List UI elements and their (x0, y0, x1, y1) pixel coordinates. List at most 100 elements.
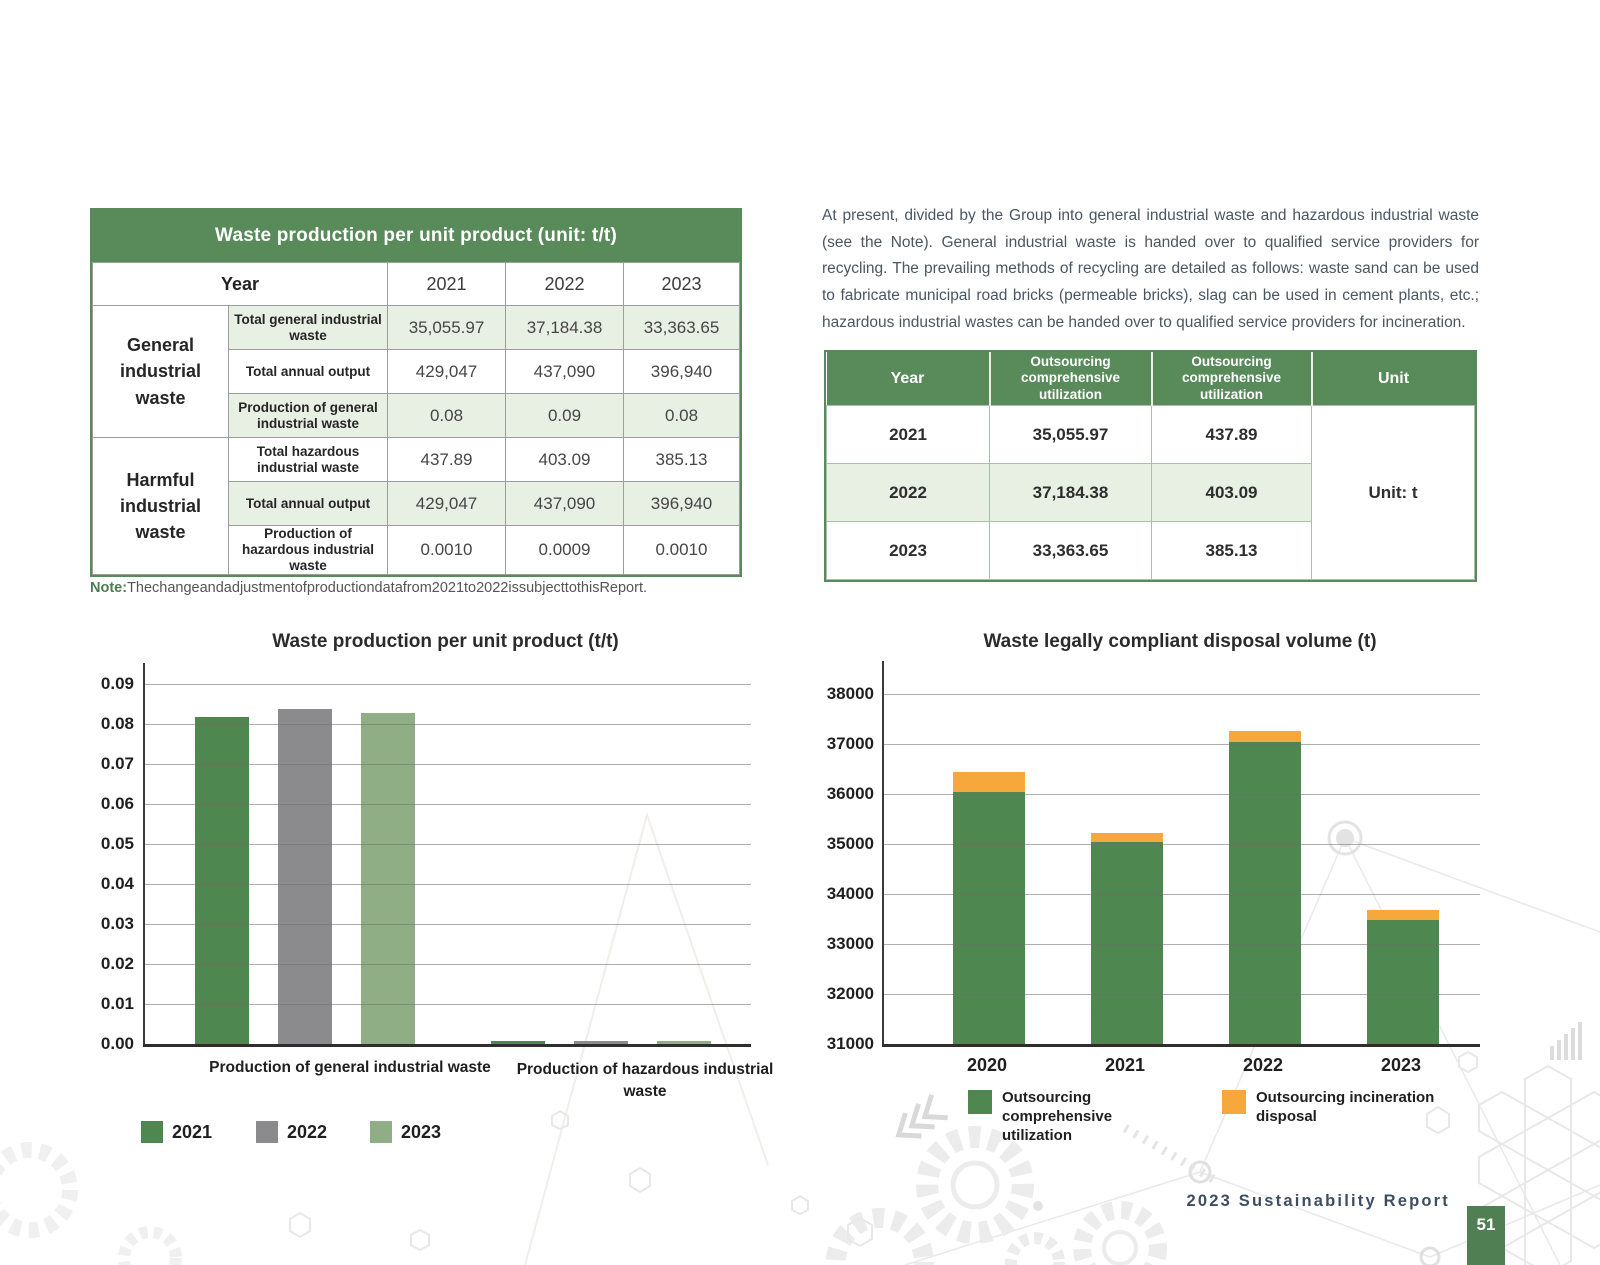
disposal-header-cell: Year (826, 352, 990, 406)
legend-item-utilization: Outsourcing comprehensive utilization (968, 1089, 1198, 1145)
row-label-cell: Production of hazardous industrial waste (227, 525, 389, 575)
row-label-cell: Total general industrial waste (227, 305, 389, 350)
gridline (145, 884, 751, 885)
disposal-incineration-cell: 403.09 (1151, 463, 1312, 522)
table-row: Total annual output 429,047 437,090 396,940 (93, 349, 740, 394)
y-tick-label: 0.07 (100, 754, 134, 773)
stacked-bar-2020 (953, 772, 1025, 1045)
hexagon-pattern (289, 1050, 1600, 1265)
table-row: 2021 35,055.97 437.89 Unit: t (826, 405, 1475, 580)
gridline (145, 844, 751, 845)
table-row: Production of hazardous industrial waste… (93, 525, 740, 575)
gridline (884, 894, 1480, 895)
disposal-header-cell: Outsourcing comprehensive utilization (1150, 352, 1312, 406)
row-label-cell: Total annual output (227, 349, 389, 394)
legend-item-2022: 2022 (256, 1121, 327, 1143)
bar-incineration-2020 (953, 772, 1025, 792)
y-tick-label: 0.04 (100, 874, 134, 893)
year-cell-2023: 2023 (623, 262, 740, 306)
bar-incineration-2021 (1091, 833, 1163, 842)
footer-report-title: 2023 Sustainability Report (1186, 1192, 1450, 1210)
x-label-2020: 2020 (966, 1055, 1008, 1075)
y-tick-label: 0.00 (100, 1034, 134, 1053)
bar-2021-general (195, 717, 249, 1045)
bar-2023-general (361, 713, 415, 1045)
gridline (145, 924, 751, 925)
bar-utilization-2023 (1367, 920, 1439, 1045)
waste-per-unit-chart: Waste production per unit product (t/t) … (88, 631, 773, 1143)
value-cell: 396,940 (623, 349, 740, 394)
y-tick-label: 32000 (826, 984, 874, 1003)
value-cell: 429,047 (387, 481, 507, 526)
y-tick-label: 35000 (826, 834, 874, 853)
category-cell: Harmful industrial waste (92, 437, 229, 575)
y-tick-label: 31000 (826, 1034, 874, 1053)
stacked-bar-2023 (1367, 910, 1439, 1045)
value-cell: 0.0009 (505, 525, 625, 575)
stacked-bar-2021 (1091, 833, 1163, 1045)
bar-incineration-2022 (1229, 731, 1301, 742)
y-tick-label: 38000 (826, 684, 874, 703)
gear-icon (0, 1126, 1167, 1265)
body-paragraph: At present, divided by the Group into ge… (822, 207, 1479, 331)
legend-label: 2023 (401, 1122, 442, 1142)
legend-swatch (968, 1090, 992, 1114)
x-axis-line (882, 1044, 1480, 1047)
table-row: Production of general industrial waste 0.… (93, 393, 740, 438)
gridline (884, 744, 1480, 745)
chart1-title: Waste production per unit product (t/t) (272, 631, 619, 652)
gridline (145, 764, 751, 765)
value-cell: 0.08 (623, 393, 740, 438)
page-number-badge: 51 (1467, 1206, 1505, 1265)
chart2-title: Waste legally compliant disposal volume … (983, 631, 1377, 652)
disposal-table: Year Outsourcing comprehensive utilizatio… (824, 350, 1477, 582)
y-tick-label: 0.08 (100, 714, 134, 733)
legend-label: Outsourcing incineration disposal (1256, 1089, 1435, 1125)
gridline (145, 724, 751, 725)
bar-utilization-2021 (1091, 842, 1163, 1045)
y-tick-label: 0.01 (100, 994, 134, 1013)
disposal-utilization-cell: 37,184.38 (989, 463, 1152, 522)
y-tick-label: 34000 (826, 884, 874, 903)
note-label: Note: (90, 580, 128, 596)
disposal-year-cell: 2023 (826, 521, 990, 580)
value-cell: 0.0010 (623, 525, 740, 575)
legend-label: 2021 (172, 1122, 213, 1142)
hexagon-icon (289, 1211, 311, 1239)
disposal-year-cell: 2022 (826, 463, 990, 522)
legend-label: 2022 (287, 1122, 328, 1142)
bar-2022-general (278, 709, 332, 1045)
disposal-utilization-cell: 35,055.97 (989, 405, 1152, 464)
value-cell: 437,090 (505, 481, 625, 526)
legend-swatch (256, 1121, 278, 1143)
bar-2021-hazardous (491, 1041, 545, 1045)
value-cell: 33,363.65 (623, 305, 740, 350)
disposal-incineration-cell: 385.13 (1151, 521, 1312, 580)
chart1-plot-area (143, 663, 751, 1047)
disposal-volume-chart: Waste legally compliant disposal volume … (822, 631, 1500, 1144)
x-label-2023: 2023 (1380, 1055, 1422, 1075)
legend-swatch (1222, 1090, 1246, 1114)
disposal-table-grid: Year Outsourcing comprehensive utilizatio… (826, 352, 1475, 580)
table-row: Harmful industrial waste Total hazardous … (92, 437, 740, 575)
hexagon-icon (847, 1216, 873, 1248)
y-tick-label: 0.03 (100, 914, 134, 933)
bar-incineration-2023 (1367, 910, 1439, 920)
table-row: Total annual output 429,047 437,090 396,940 (93, 481, 740, 526)
y-tick-label: 0.05 (100, 834, 134, 853)
waste-per-unit-table-title: Waste production per unit product (unit:… (92, 210, 740, 262)
chart2-plot-area (882, 661, 1480, 1047)
waste-per-unit-table: Waste production per unit product (unit:… (90, 208, 742, 577)
hexagon-icon (1458, 1050, 1478, 1074)
gridline (884, 794, 1480, 795)
x-label-2021: 2021 (1104, 1055, 1146, 1075)
gridline (884, 994, 1480, 995)
value-cell: 396,940 (623, 481, 740, 526)
disposal-incineration-cell: 437.89 (1151, 405, 1312, 464)
year-header-cell: Year (91, 262, 389, 306)
hexagon-icon (1426, 1105, 1450, 1135)
value-cell: 403.09 (505, 437, 625, 482)
bar-2022-hazardous (574, 1041, 628, 1045)
